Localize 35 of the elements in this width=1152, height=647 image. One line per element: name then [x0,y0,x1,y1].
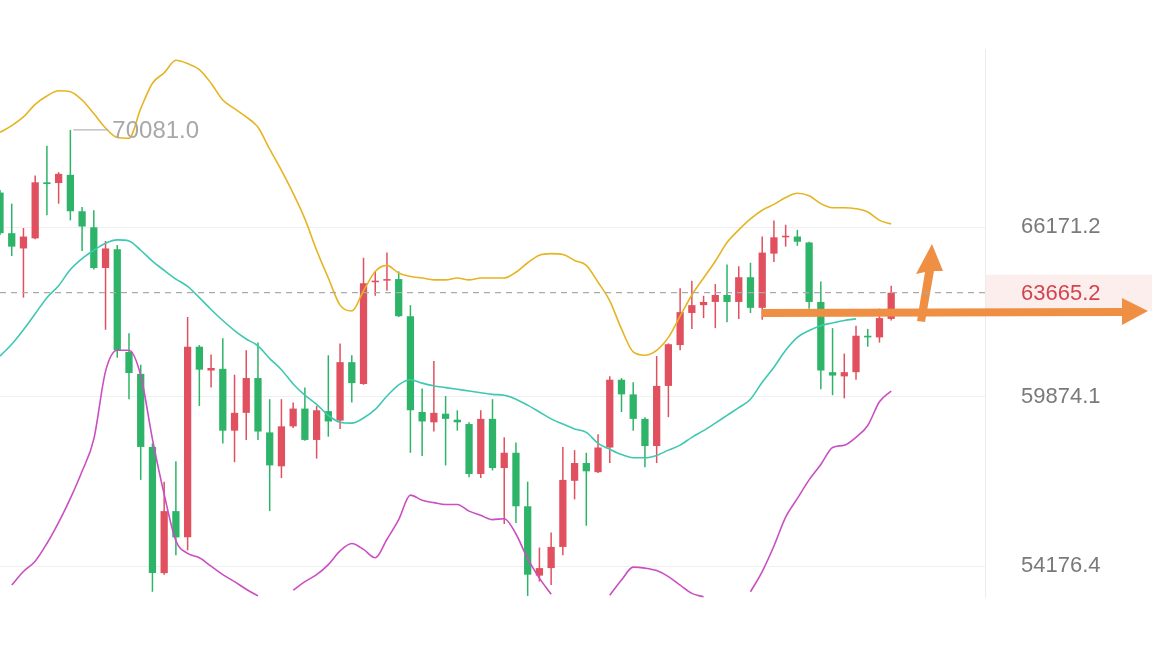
candlestick [125,332,133,400]
candlestick [723,263,731,323]
candlestick [418,387,426,457]
line-series [0,59,892,357]
y-tick-label: 54176.4 [1021,552,1101,578]
candlestick [348,354,356,404]
candlestick [8,202,16,257]
candlestick [711,283,719,329]
candlestick [547,531,555,586]
candlestick [688,279,696,330]
candlestick [430,360,438,433]
candlestick [582,452,590,527]
candlestick [207,353,215,389]
candlestick [441,395,450,467]
ref-line-label: 63665.2 [1021,279,1101,305]
candlestick [230,373,239,463]
y-tick-label: 59874.1 [1021,382,1101,408]
candlestick [570,449,579,501]
candlestick [535,546,544,583]
candlestick [383,251,391,292]
candlestick [699,295,708,319]
candlestick [828,327,837,396]
candlestick [770,219,778,263]
candlestick [101,240,110,331]
candlestick [289,401,297,429]
candlestick [840,352,848,400]
candlestick [78,206,86,252]
line-series [0,239,857,459]
candlestick [617,377,626,413]
y-tick-label: 66171.2 [1021,213,1101,239]
candlestick [500,436,508,525]
candlestick [195,344,203,407]
candlestick [55,171,63,205]
candlestick [43,145,51,217]
candlestick [19,227,28,299]
